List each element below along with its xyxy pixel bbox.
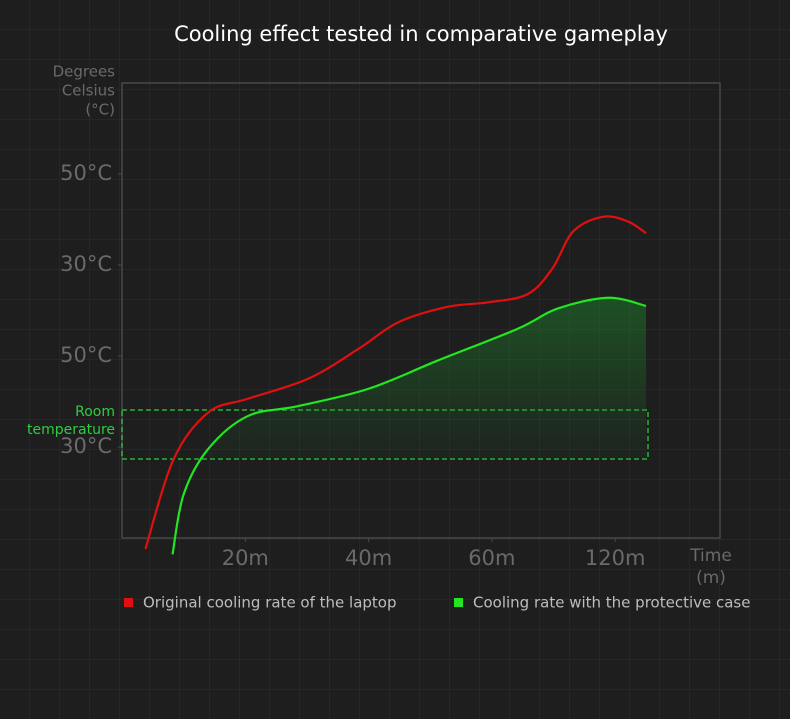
line bbox=[171, 296, 647, 555]
plot-frame bbox=[121, 82, 721, 539]
y-axis-label: Degrees bbox=[53, 63, 116, 81]
y-tick-label: 30°C bbox=[60, 252, 112, 276]
legend-swatch bbox=[124, 598, 133, 607]
chart-title: Cooling effect tested in comparative gam… bbox=[174, 22, 668, 46]
x-tick-label: 120m bbox=[585, 546, 646, 570]
x-tick-label: 40m bbox=[345, 546, 392, 570]
y-tick-label: 50°C bbox=[60, 343, 112, 367]
x-tick-label: 20m bbox=[222, 546, 269, 570]
line bbox=[144, 215, 647, 550]
x-axis-label: Time bbox=[689, 546, 732, 566]
legend-label: Cooling rate with the protective case bbox=[473, 594, 750, 612]
area-fill bbox=[208, 297, 647, 459]
legend-swatch bbox=[454, 598, 463, 607]
y-axis-label: Celsius bbox=[62, 82, 115, 100]
y-axis-label: (°C) bbox=[85, 101, 115, 119]
legend-label: Original cooling rate of the laptop bbox=[143, 594, 397, 612]
x-axis-label: (m) bbox=[696, 568, 726, 588]
annotation: temperature bbox=[27, 422, 115, 438]
y-tick-label: 30°C bbox=[60, 434, 112, 458]
x-tick-label: 60m bbox=[468, 546, 515, 570]
annotation: Room bbox=[75, 404, 115, 420]
y-tick-label: 50°C bbox=[60, 161, 112, 185]
